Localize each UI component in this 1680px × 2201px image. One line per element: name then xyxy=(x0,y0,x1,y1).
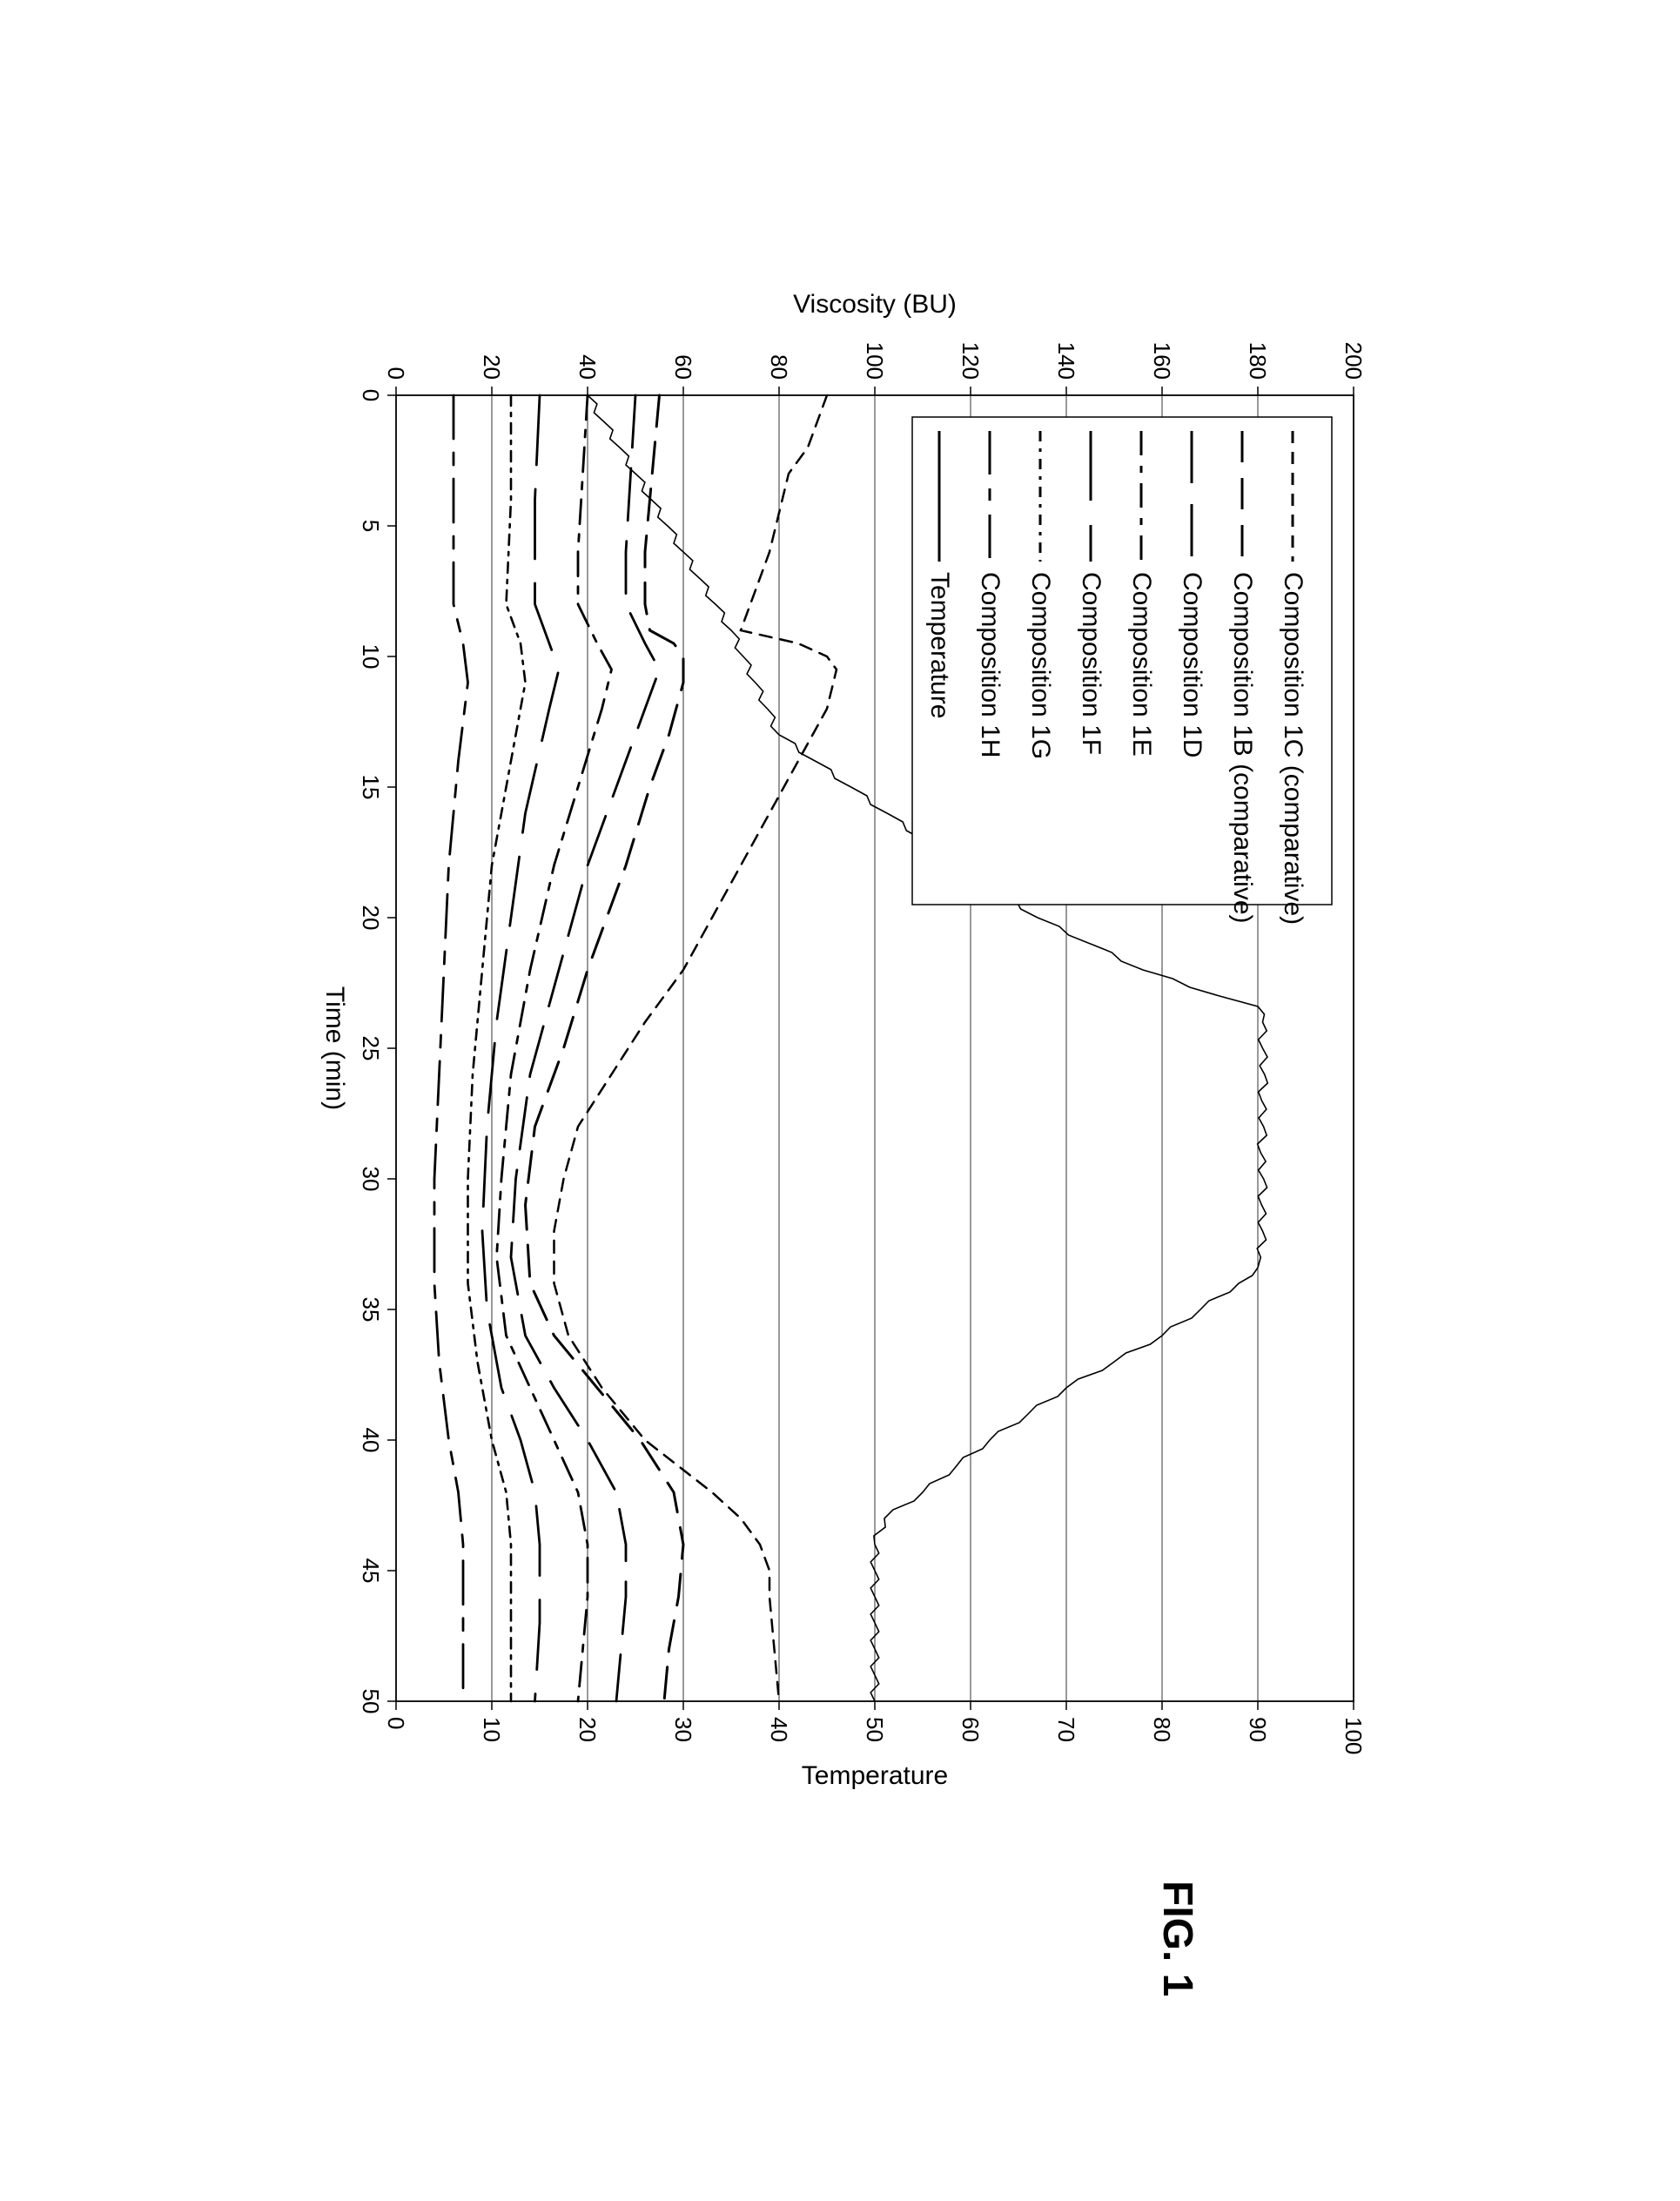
svg-text:40: 40 xyxy=(766,1717,792,1742)
svg-text:Composition 1B (comparative): Composition 1B (comparative) xyxy=(1228,572,1257,924)
svg-text:120: 120 xyxy=(958,342,984,380)
svg-text:Composition 1H: Composition 1H xyxy=(976,572,1005,757)
svg-text:80: 80 xyxy=(1149,1717,1175,1742)
svg-text:80: 80 xyxy=(766,354,792,380)
svg-text:Composition 1E: Composition 1E xyxy=(1127,572,1156,757)
svg-text:Temperature: Temperature xyxy=(925,572,954,718)
svg-text:20: 20 xyxy=(479,354,505,380)
svg-text:60: 60 xyxy=(670,354,696,380)
svg-text:10: 10 xyxy=(358,644,384,670)
svg-text:140: 140 xyxy=(1053,342,1079,380)
svg-text:180: 180 xyxy=(1245,342,1271,380)
svg-text:Composition 1G: Composition 1G xyxy=(1026,572,1055,759)
svg-text:30: 30 xyxy=(670,1717,696,1742)
svg-text:25: 25 xyxy=(358,1036,384,1061)
svg-text:0: 0 xyxy=(383,367,409,380)
figure-caption: FIG. 1 xyxy=(1153,1881,1201,1996)
svg-text:200: 200 xyxy=(1341,342,1367,380)
svg-text:Viscosity (BU): Viscosity (BU) xyxy=(793,290,957,319)
svg-text:40: 40 xyxy=(575,354,601,380)
page: 0510152025303540455002040608010012014016… xyxy=(0,0,1680,2201)
svg-text:Composition 1D: Composition 1D xyxy=(1178,572,1206,757)
svg-text:160: 160 xyxy=(1149,342,1175,380)
svg-text:100: 100 xyxy=(862,342,888,380)
svg-text:Composition 1F: Composition 1F xyxy=(1077,572,1105,755)
svg-text:45: 45 xyxy=(358,1558,384,1584)
svg-text:Composition 1C (comparative): Composition 1C (comparative) xyxy=(1279,572,1307,925)
svg-text:70: 70 xyxy=(1053,1717,1079,1742)
svg-text:60: 60 xyxy=(958,1717,984,1742)
rotated-chart: 0510152025303540455002040608010012014016… xyxy=(274,265,1406,1832)
svg-text:Time (min): Time (min) xyxy=(320,986,349,1110)
svg-text:5: 5 xyxy=(358,520,384,532)
svg-text:35: 35 xyxy=(358,1297,384,1323)
svg-text:Temperature: Temperature xyxy=(802,1761,948,1790)
svg-text:90: 90 xyxy=(1245,1717,1271,1742)
svg-text:20: 20 xyxy=(575,1717,601,1742)
svg-text:30: 30 xyxy=(358,1167,384,1192)
svg-text:40: 40 xyxy=(358,1428,384,1453)
svg-text:20: 20 xyxy=(358,905,384,931)
svg-text:0: 0 xyxy=(358,389,384,401)
svg-text:15: 15 xyxy=(358,775,384,800)
svg-text:10: 10 xyxy=(479,1717,505,1742)
svg-text:0: 0 xyxy=(383,1717,409,1729)
chart-svg: 0510152025303540455002040608010012014016… xyxy=(274,265,1406,1832)
svg-text:50: 50 xyxy=(358,1689,384,1714)
svg-text:100: 100 xyxy=(1341,1717,1367,1754)
svg-text:50: 50 xyxy=(862,1717,888,1742)
